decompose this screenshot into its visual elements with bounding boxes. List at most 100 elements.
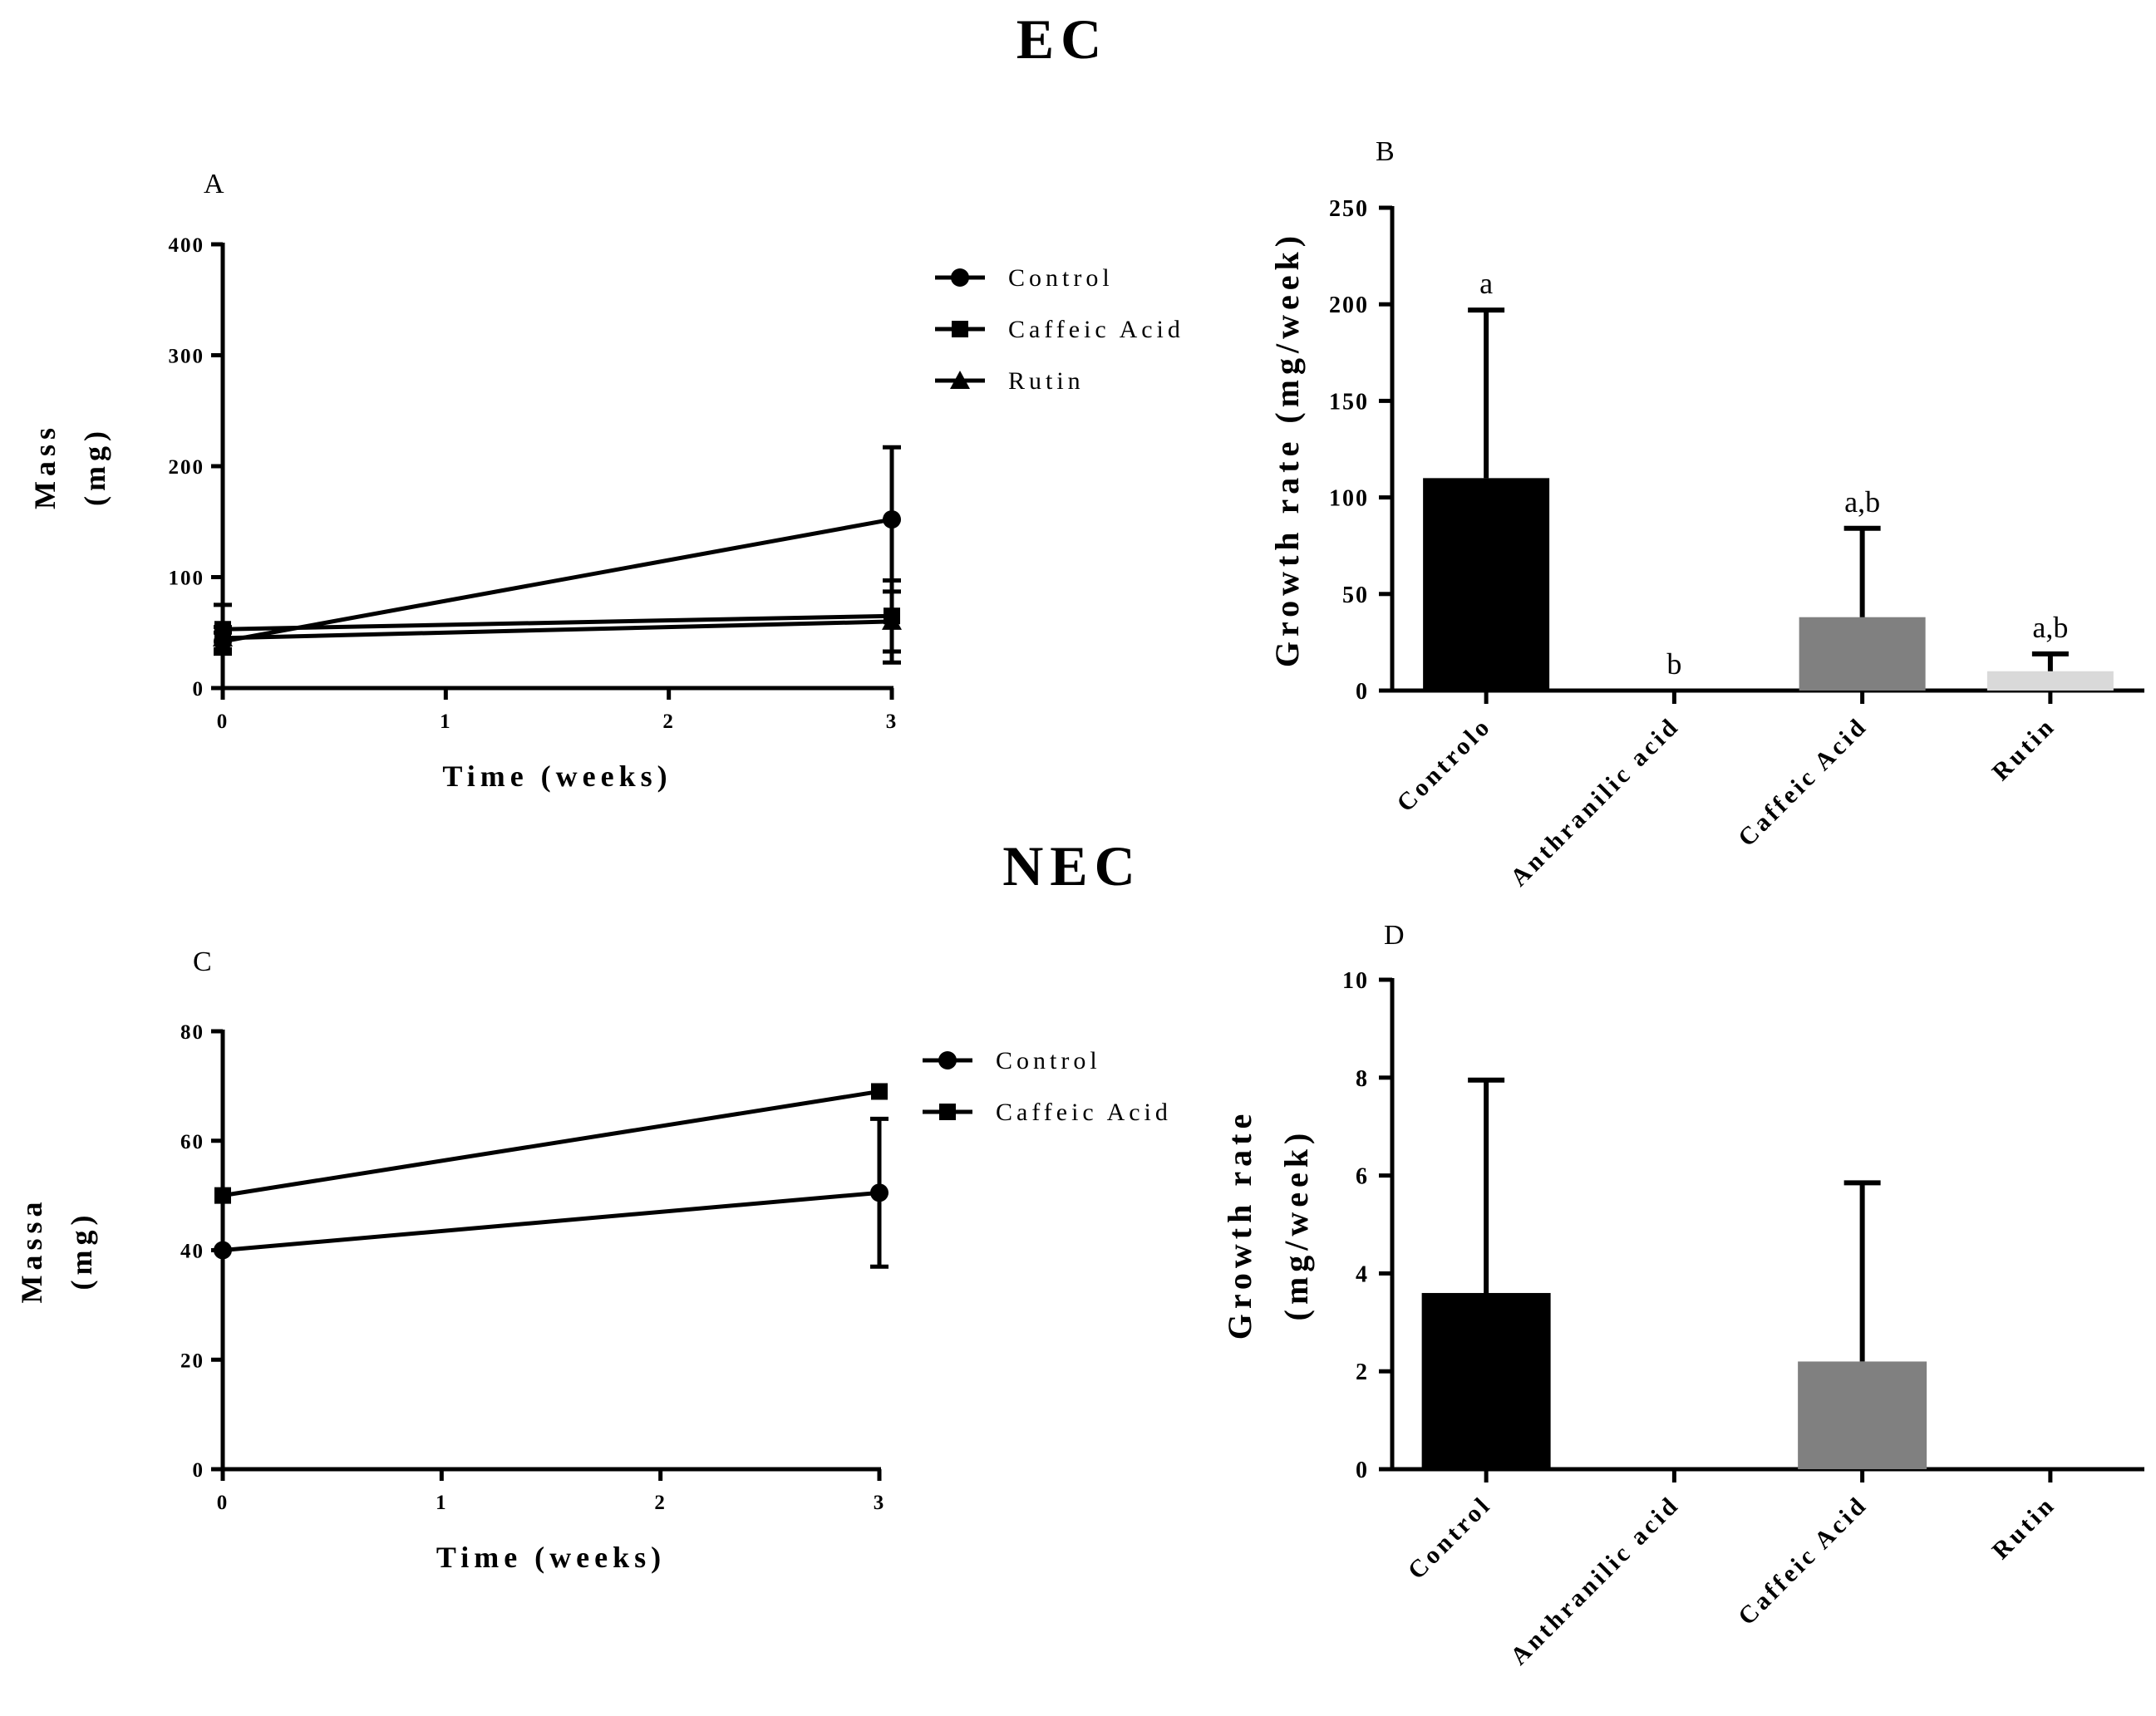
bar-group-caffeic-acid: a,b Caffeic Acid bbox=[1733, 485, 1926, 852]
legend-label: Control bbox=[996, 1047, 1101, 1074]
x-tick-label: 2 bbox=[662, 710, 675, 733]
legend-entry: Caffeic Acid bbox=[923, 1099, 1172, 1126]
category-label: Caffeic Acid bbox=[1733, 712, 1873, 853]
y-tick-label: 0 bbox=[193, 678, 205, 701]
bar bbox=[1421, 1292, 1551, 1469]
y-axis-title-line: Massa bbox=[15, 1197, 48, 1304]
bar bbox=[1799, 617, 1926, 691]
category-label: Rutin bbox=[1986, 712, 2060, 786]
y-tick-label: 60 bbox=[180, 1131, 204, 1153]
y-tick-label: 100 bbox=[1329, 486, 1369, 512]
y-axis-title-line: (mg) bbox=[78, 426, 111, 506]
y-axis-title-line: (mg/week) bbox=[1277, 1128, 1315, 1321]
x-tick-label: 1 bbox=[436, 1492, 448, 1514]
bar bbox=[1798, 1361, 1927, 1469]
y-tick-label: 250 bbox=[1329, 196, 1369, 222]
data-point bbox=[882, 611, 902, 630]
legend-entry: Control bbox=[923, 1047, 1101, 1074]
y-tick-label: 40 bbox=[180, 1241, 204, 1263]
y-tick-label: 100 bbox=[169, 568, 205, 590]
legend-marker bbox=[939, 1104, 956, 1120]
y-axis-title-line: Growth rate bbox=[1221, 1109, 1258, 1340]
x-axis-title: Time (weeks) bbox=[442, 760, 672, 793]
y-tick-label: 20 bbox=[180, 1350, 204, 1372]
bar bbox=[1986, 671, 2114, 691]
panel-a-line-chart: A 0 100 200 300 400 0 1 2 3 Time (weeks) Mass (mg) Co… bbox=[28, 169, 1184, 793]
y-tick-label: 200 bbox=[1329, 293, 1369, 318]
significance-label: b bbox=[1666, 647, 1681, 681]
series-line bbox=[222, 613, 893, 632]
data-point bbox=[883, 510, 901, 529]
y-tick-label: 4 bbox=[1356, 1261, 1369, 1287]
y-tick-label: 200 bbox=[169, 456, 205, 479]
series-caffeic-acid bbox=[214, 1083, 888, 1204]
series-control bbox=[214, 445, 901, 653]
bar-group-rutin: a,b Rutin bbox=[1986, 611, 2114, 786]
data-point bbox=[871, 1083, 888, 1100]
legend-label: Caffeic Acid bbox=[1008, 316, 1184, 343]
category-label: Anthranilic acid bbox=[1505, 712, 1686, 892]
category-label: Caffeic Acid bbox=[1733, 1491, 1873, 1631]
panel-label: C bbox=[193, 947, 212, 977]
y-tick-label: 150 bbox=[1329, 389, 1369, 415]
y-tick-label: 8 bbox=[1356, 1066, 1369, 1092]
panel-label: D bbox=[1384, 920, 1405, 951]
x-tick-label: 3 bbox=[886, 710, 898, 733]
y-axis-title: Massa (mg) bbox=[15, 1197, 98, 1304]
y-axis-title-line: (mg) bbox=[65, 1211, 98, 1291]
category-label: Control bbox=[1403, 1491, 1497, 1585]
y-tick-label: 80 bbox=[180, 1021, 204, 1044]
bar-group-anthranilic-acid: Anthranilic acid bbox=[1505, 1469, 1686, 1671]
panel-c-line-chart: C 0 20 40 60 80 0 1 2 3 Time (weeks) Massa (mg) Contr… bbox=[15, 947, 1172, 1574]
category-label: Anthranilic acid bbox=[1505, 1491, 1686, 1671]
panel-b-bar-chart: B 0 50 100 150 200 250 a Controlo b Anthranilic ac… bbox=[1268, 136, 2144, 892]
data-point bbox=[214, 1187, 231, 1204]
data-point bbox=[213, 627, 233, 647]
bar-group-control: Control bbox=[1403, 1077, 1551, 1585]
panel-label: B bbox=[1376, 136, 1395, 167]
legend-label: Caffeic Acid bbox=[996, 1099, 1172, 1126]
x-axis-title: Time (weeks) bbox=[436, 1541, 666, 1574]
x-tick-label: 2 bbox=[654, 1492, 667, 1514]
series-line bbox=[222, 619, 893, 641]
x-tick-label: 0 bbox=[217, 710, 229, 733]
legend-entry: Caffeic Acid bbox=[935, 316, 1184, 343]
y-tick-label: 10 bbox=[1342, 968, 1369, 994]
legend-marker bbox=[951, 268, 969, 287]
legend-marker bbox=[952, 321, 968, 337]
bar-group-controlo: a Controlo bbox=[1391, 267, 1550, 818]
x-tick-label: 0 bbox=[217, 1492, 229, 1514]
x-tick-label: 1 bbox=[440, 710, 452, 733]
series-caffeic-acid bbox=[214, 578, 901, 656]
y-tick-label: 400 bbox=[169, 234, 205, 257]
y-tick-label: 0 bbox=[1356, 1458, 1369, 1483]
bar bbox=[1423, 478, 1550, 691]
section-title-nec: NEC bbox=[1002, 834, 1142, 897]
bar-group-caffeic-acid: Caffeic Acid bbox=[1733, 1180, 1927, 1631]
y-axis-title: Mass (mg) bbox=[28, 423, 111, 509]
series-control bbox=[214, 1116, 888, 1269]
legend-label: Control bbox=[1008, 264, 1114, 292]
significance-label: a,b bbox=[1844, 485, 1880, 519]
significance-label: a,b bbox=[2032, 611, 2068, 644]
legend-marker bbox=[950, 371, 970, 389]
panel-d-bar-chart: D 0 2 4 6 8 10 Control Anthranilic acid Caffeic A… bbox=[1221, 920, 2144, 1670]
category-label: Controlo bbox=[1391, 712, 1497, 818]
data-point bbox=[214, 1241, 232, 1260]
series-line bbox=[222, 517, 893, 644]
legend-marker bbox=[938, 1051, 957, 1069]
section-title-ec: EC bbox=[1016, 7, 1108, 71]
y-tick-label: 0 bbox=[193, 1459, 205, 1482]
data-point bbox=[870, 1183, 888, 1202]
category-label: Rutin bbox=[1986, 1491, 2060, 1565]
y-tick-label: 50 bbox=[1342, 583, 1369, 608]
series-line bbox=[222, 1089, 880, 1198]
y-axis-title: Growth rate (mg/week) bbox=[1268, 231, 1306, 667]
y-tick-label: 300 bbox=[169, 346, 205, 368]
y-tick-label: 0 bbox=[1356, 679, 1369, 705]
series-rutin bbox=[213, 578, 902, 665]
y-tick-label: 6 bbox=[1356, 1164, 1369, 1190]
y-axis-title: Growth rate (mg/week) bbox=[1221, 1109, 1315, 1340]
bar-group-rutin: Rutin bbox=[1986, 1469, 2061, 1565]
